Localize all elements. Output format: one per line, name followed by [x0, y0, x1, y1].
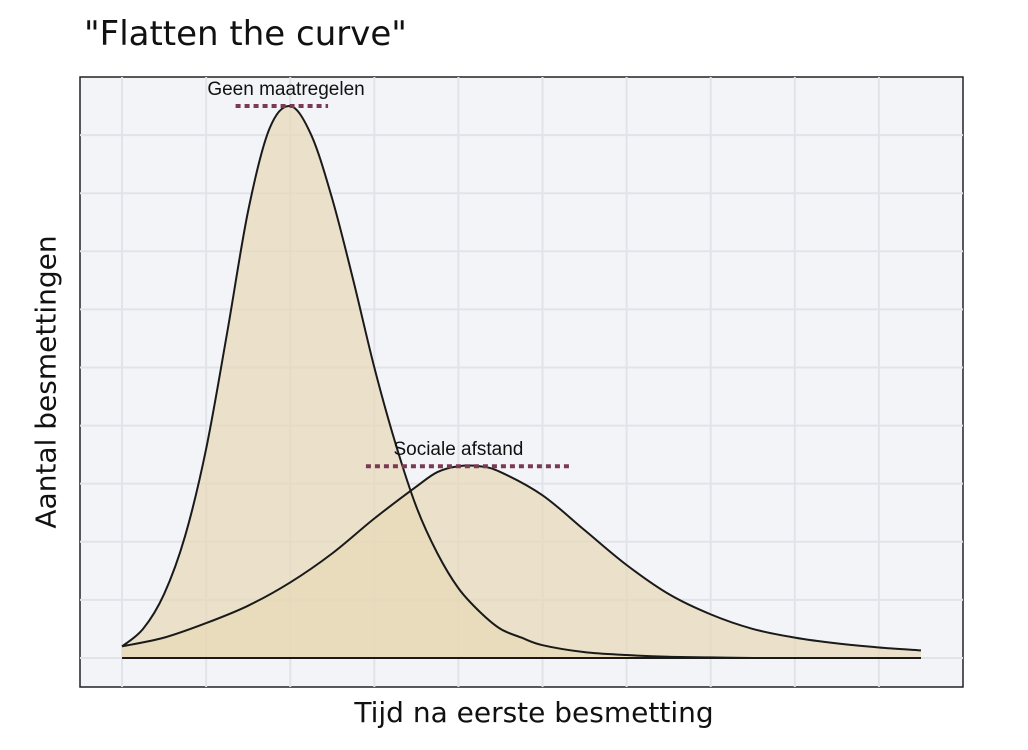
chart-title: "Flatten the curve": [84, 14, 407, 54]
annotation-label-1: Geen maatregelen: [207, 79, 364, 100]
annotation-label-2: Sociale afstand: [393, 439, 523, 460]
area-fill-series-2: [122, 465, 921, 658]
x-axis-label: Tijd na eerste besmetting: [354, 696, 714, 729]
annotations: Geen maatregelen Sociale afstand: [207, 79, 572, 469]
y-axis-label: Aantal besmettingen: [29, 235, 63, 529]
area-fill-series-1: [122, 105, 921, 658]
area-fills: [122, 105, 921, 658]
curve-lines: [121, 105, 922, 659]
curve-line-series-2: [121, 464, 922, 652]
